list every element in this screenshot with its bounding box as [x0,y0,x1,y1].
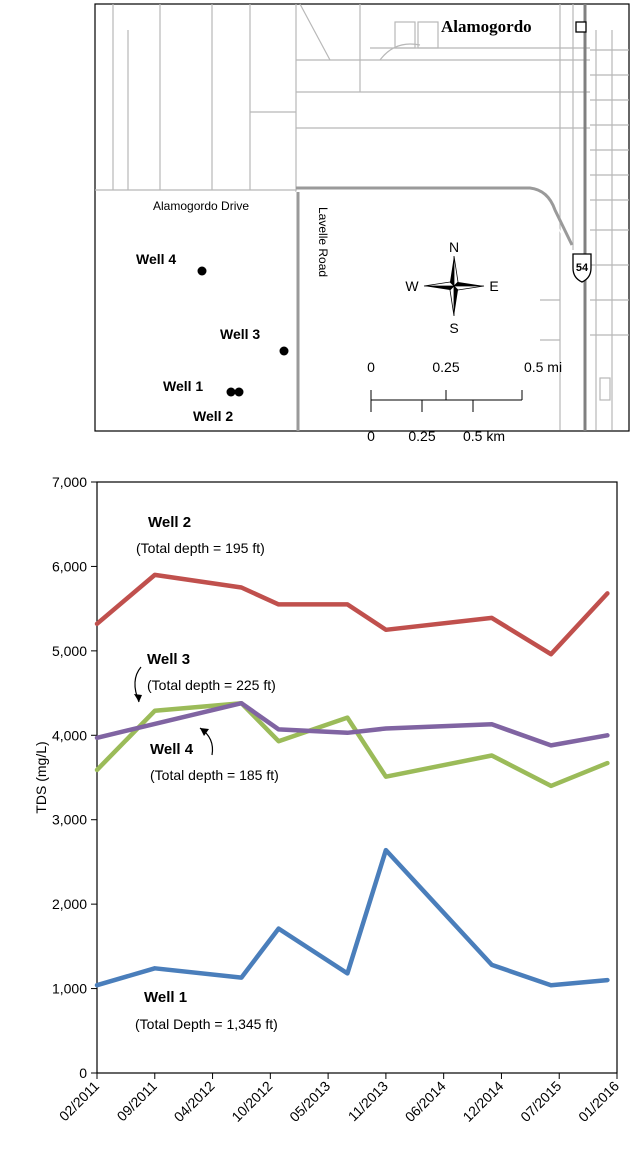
well-1-line [94,847,610,988]
well-1-name-label: Well 1 [144,989,187,1006]
town-label: Alamogordo [441,17,532,36]
x-tick-label: 11/2013 [345,1078,392,1125]
well-4-name-label: Well 4 [150,741,194,758]
x-tick-label: 07/2015 [517,1078,564,1125]
scale-mi-05: 0.5 mi [524,359,562,375]
well-4-depth-label: (Total depth = 185 ft) [150,767,279,783]
well-2-map-label: Well 2 [193,408,233,424]
y-axis: 0 1,000 2,000 3,000 4,000 5,000 6,000 7,000 [52,474,97,1081]
scale-bar [370,390,523,412]
well-3-marker [279,346,289,356]
x-tick-label: 05/2013 [286,1078,333,1125]
plot-frame [96,481,618,1074]
well-1-depth-label: (Total Depth = 1,345 ft) [135,1016,278,1032]
compass-rose-icon: N S W E [405,239,498,336]
tds-chart: 0 1,000 2,000 3,000 4,000 5,000 6,000 7,000 02/… [33,474,622,1125]
svg-text:W: W [405,278,419,294]
x-tick-label: 04/2012 [171,1078,218,1125]
well-4-line [94,700,610,748]
lavelle-road-label: Lavelle Road [316,207,330,277]
site-map: 54 Alamogordo Alamogordo Drive Lavelle R… [94,3,630,444]
y-tick-label: 7,000 [52,474,87,490]
x-axis: 02/2011 09/2011 04/2012 10/2012 05/2013 11/20… [56,1073,622,1125]
alamogordo-drive-label: Alamogordo Drive [153,199,249,213]
svg-text:E: E [489,278,498,294]
scale-mi-0: 0 [367,359,375,375]
well-2-name-label: Well 2 [148,514,191,531]
x-tick-label: 09/2011 [114,1078,161,1125]
x-tick-label: 12/2014 [459,1078,506,1125]
x-tick-label: 10/2012 [228,1078,275,1125]
series-layer [94,572,610,988]
well-4-marker [197,266,207,276]
highway-54-shield: 54 [572,253,592,283]
svg-text:54: 54 [576,262,589,274]
y-tick-label: 3,000 [52,812,87,828]
scale-km-0: 0 [367,428,375,444]
y-tick-label: 4,000 [52,727,87,743]
scale-mi-025: 0.25 [432,359,459,375]
x-tick-label: 02/2011 [56,1078,103,1125]
svg-text:S: S [449,320,458,336]
scale-km-025: 0.25 [408,428,435,444]
well-3-depth-label: (Total depth = 225 ft) [147,677,276,693]
alamogordo-drive-road [296,186,574,246]
y-axis-label: TDS (mg/L) [33,741,49,813]
x-tick-label: 01/2016 [575,1078,622,1125]
y-tick-label: 0 [79,1065,87,1081]
well-2-depth-label: (Total depth = 195 ft) [136,540,265,556]
annotations: Well 1 (Total Depth = 1,345 ft) Well 2 (Tot… [135,514,279,1032]
scale-km-05: 0.5 km [463,428,505,444]
y-tick-label: 6,000 [52,558,87,574]
well-2-marker [234,387,244,397]
well-1-map-label: Well 1 [163,378,203,394]
annotation-arrows [134,666,214,756]
street-grid [95,3,629,430]
map-frame [94,3,630,432]
x-tick-label: 06/2014 [402,1078,449,1125]
well-2-line [94,572,610,657]
y-tick-label: 2,000 [52,896,87,912]
well-1-marker [226,387,236,397]
well-4-map-label: Well 4 [136,251,176,267]
well-3-map-label: Well 3 [220,326,260,342]
well-3-name-label: Well 3 [147,651,190,668]
town-marker-icon [575,21,587,33]
svg-text:N: N [449,239,459,255]
y-tick-label: 1,000 [52,981,87,997]
y-tick-label: 5,000 [52,643,87,659]
